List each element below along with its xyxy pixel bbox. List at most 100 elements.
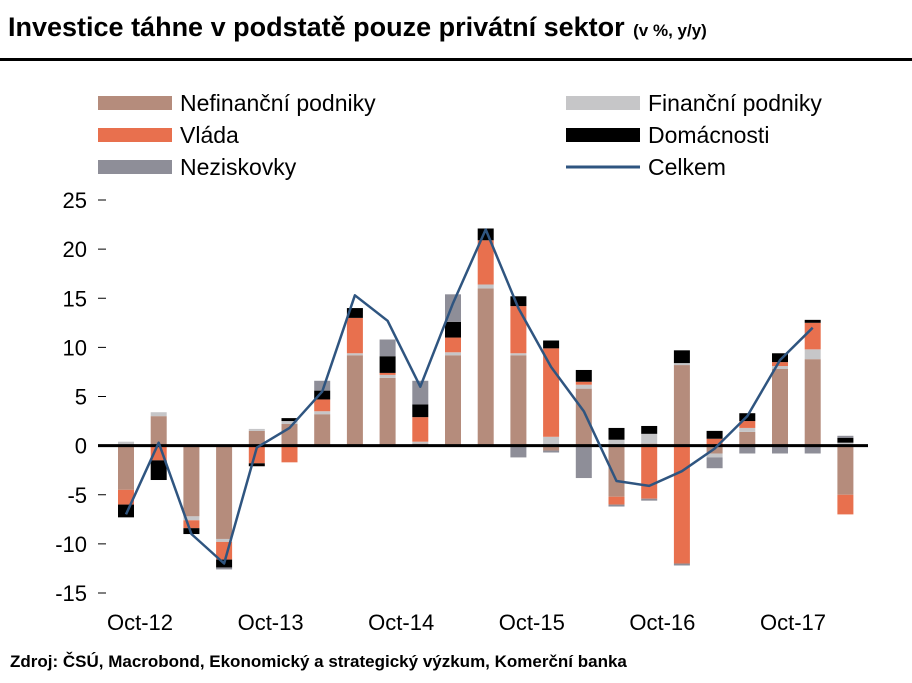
bar-financni	[804, 349, 821, 360]
bar-financni	[346, 353, 363, 356]
bar-nefinancni	[543, 445, 560, 451]
bar-financni	[575, 384, 592, 389]
bar-vlada	[608, 496, 625, 505]
legend-label-nefinancni: Nefinanční podniky	[180, 90, 376, 116]
stacked-bar-line-chart: Nefinanční podniky Finanční podniky Vláda D…	[55, 90, 868, 635]
bar-vlada	[575, 381, 592, 385]
bar-financni	[379, 374, 396, 378]
bar-vlada	[314, 399, 331, 412]
chart-title-unit: (v %, y/y)	[633, 21, 707, 40]
x-tick-label: Oct-12	[107, 610, 173, 635]
bar-nefinancni	[804, 359, 821, 446]
bar-nefinancni	[772, 368, 788, 446]
legend-item-financni: Finanční podniky	[566, 90, 822, 116]
bar-domacnosti	[445, 321, 461, 338]
legend-swatch-nefinancni	[98, 96, 172, 110]
bar-vlada	[804, 322, 821, 350]
bar-domacnosti	[118, 504, 134, 518]
bar-vlada	[837, 494, 854, 515]
bar-neziskovky	[216, 567, 233, 570]
bar-vlada	[673, 445, 690, 564]
bar-nefinancni	[608, 445, 625, 497]
y-axis: -15 -10 -5 0 5 10 15 20 25	[55, 188, 106, 606]
bar-domacnosti	[346, 308, 363, 318]
bar-neziskovky	[608, 504, 625, 507]
bar-vlada	[739, 421, 756, 428]
bar-financni	[477, 284, 494, 289]
bars	[118, 228, 854, 570]
x-tick-label: Oct-15	[499, 610, 565, 635]
bar-neziskovky	[706, 457, 723, 469]
bar-nefinancni	[314, 414, 331, 446]
y-tick-label: 15	[63, 286, 87, 311]
bar-domacnosti	[772, 353, 788, 363]
legend-swatch-neziskovky	[98, 160, 172, 174]
bar-domacnosti	[837, 437, 854, 443]
bar-domacnosti	[543, 340, 560, 349]
bar-nefinancni	[216, 445, 233, 539]
bar-vlada	[445, 337, 461, 353]
bar-financni	[314, 411, 331, 415]
bar-neziskovky	[837, 435, 854, 438]
bar-vlada	[118, 489, 134, 505]
source-note: Zdroj: ČSÚ, Macrobond, Ekonomický a stra…	[10, 652, 627, 671]
bar-financni	[248, 428, 265, 431]
title-rule	[0, 58, 912, 61]
bar-financni	[412, 441, 429, 444]
legend-item-domacnosti: Domácnosti	[566, 122, 769, 148]
bar-financni	[150, 412, 167, 417]
legend-item-neziskovky: Neziskovky	[98, 154, 297, 180]
bar-domacnosti	[150, 460, 167, 481]
bar-financni	[510, 353, 527, 356]
bar-financni	[608, 439, 625, 446]
y-tick-label: -5	[67, 483, 87, 508]
bar-financni	[281, 421, 298, 425]
bar-neziskovky	[510, 445, 527, 458]
legend: Nefinanční podniky Finanční podniky Vláda D…	[98, 90, 822, 180]
bar-vlada	[346, 317, 363, 354]
bar-domacnosti	[314, 390, 331, 400]
line-celkem	[124, 228, 814, 565]
bar-domacnosti	[673, 350, 690, 364]
bar-nefinancni	[346, 355, 363, 446]
bar-vlada	[641, 445, 658, 499]
bar-vlada	[543, 348, 560, 437]
celkem-line	[124, 228, 814, 565]
legend-swatch-vlada	[98, 128, 172, 142]
bar-domacnosti	[804, 319, 821, 323]
bar-nefinancni	[477, 288, 494, 446]
legend-label-financni: Finanční podniky	[648, 90, 822, 116]
x-tick-label: Oct-14	[368, 610, 434, 635]
bar-neziskovky	[772, 445, 788, 454]
legend-item-nefinancni: Nefinanční podniky	[98, 90, 376, 116]
bar-domacnosti	[575, 369, 592, 382]
legend-item-celkem: Celkem	[566, 154, 726, 180]
chart-title-row: Investice táhne v podstatě pouze privátn…	[8, 12, 707, 43]
legend-swatch-financni	[566, 96, 640, 110]
bar-financni	[118, 441, 134, 446]
bar-neziskovky	[739, 445, 756, 454]
bar-vlada	[281, 445, 298, 463]
x-tick-label: Oct-16	[629, 610, 695, 635]
bar-domacnosti	[510, 296, 527, 307]
bar-neziskovky	[673, 563, 690, 566]
y-tick-label: -15	[55, 581, 87, 606]
bar-domacnosti	[608, 427, 625, 440]
bar-nefinancni	[379, 377, 396, 446]
x-tick-label: Oct-17	[760, 610, 826, 635]
legend-label-celkem: Celkem	[648, 154, 726, 180]
bar-financni	[543, 436, 560, 446]
bar-domacnosti	[706, 430, 723, 439]
bar-nefinancni	[118, 445, 134, 490]
legend-label-vlada: Vláda	[180, 122, 239, 148]
y-tick-label: 5	[75, 385, 87, 410]
bar-domacnosti	[412, 404, 429, 418]
bar-financni	[739, 427, 756, 432]
bar-vlada	[510, 306, 527, 354]
bar-financni	[641, 433, 658, 444]
x-tick-label: Oct-13	[238, 610, 304, 635]
bar-neziskovky	[379, 339, 396, 357]
bar-nefinancni	[673, 365, 690, 446]
y-tick-label: 20	[63, 237, 87, 262]
bar-nefinancni	[150, 416, 167, 446]
